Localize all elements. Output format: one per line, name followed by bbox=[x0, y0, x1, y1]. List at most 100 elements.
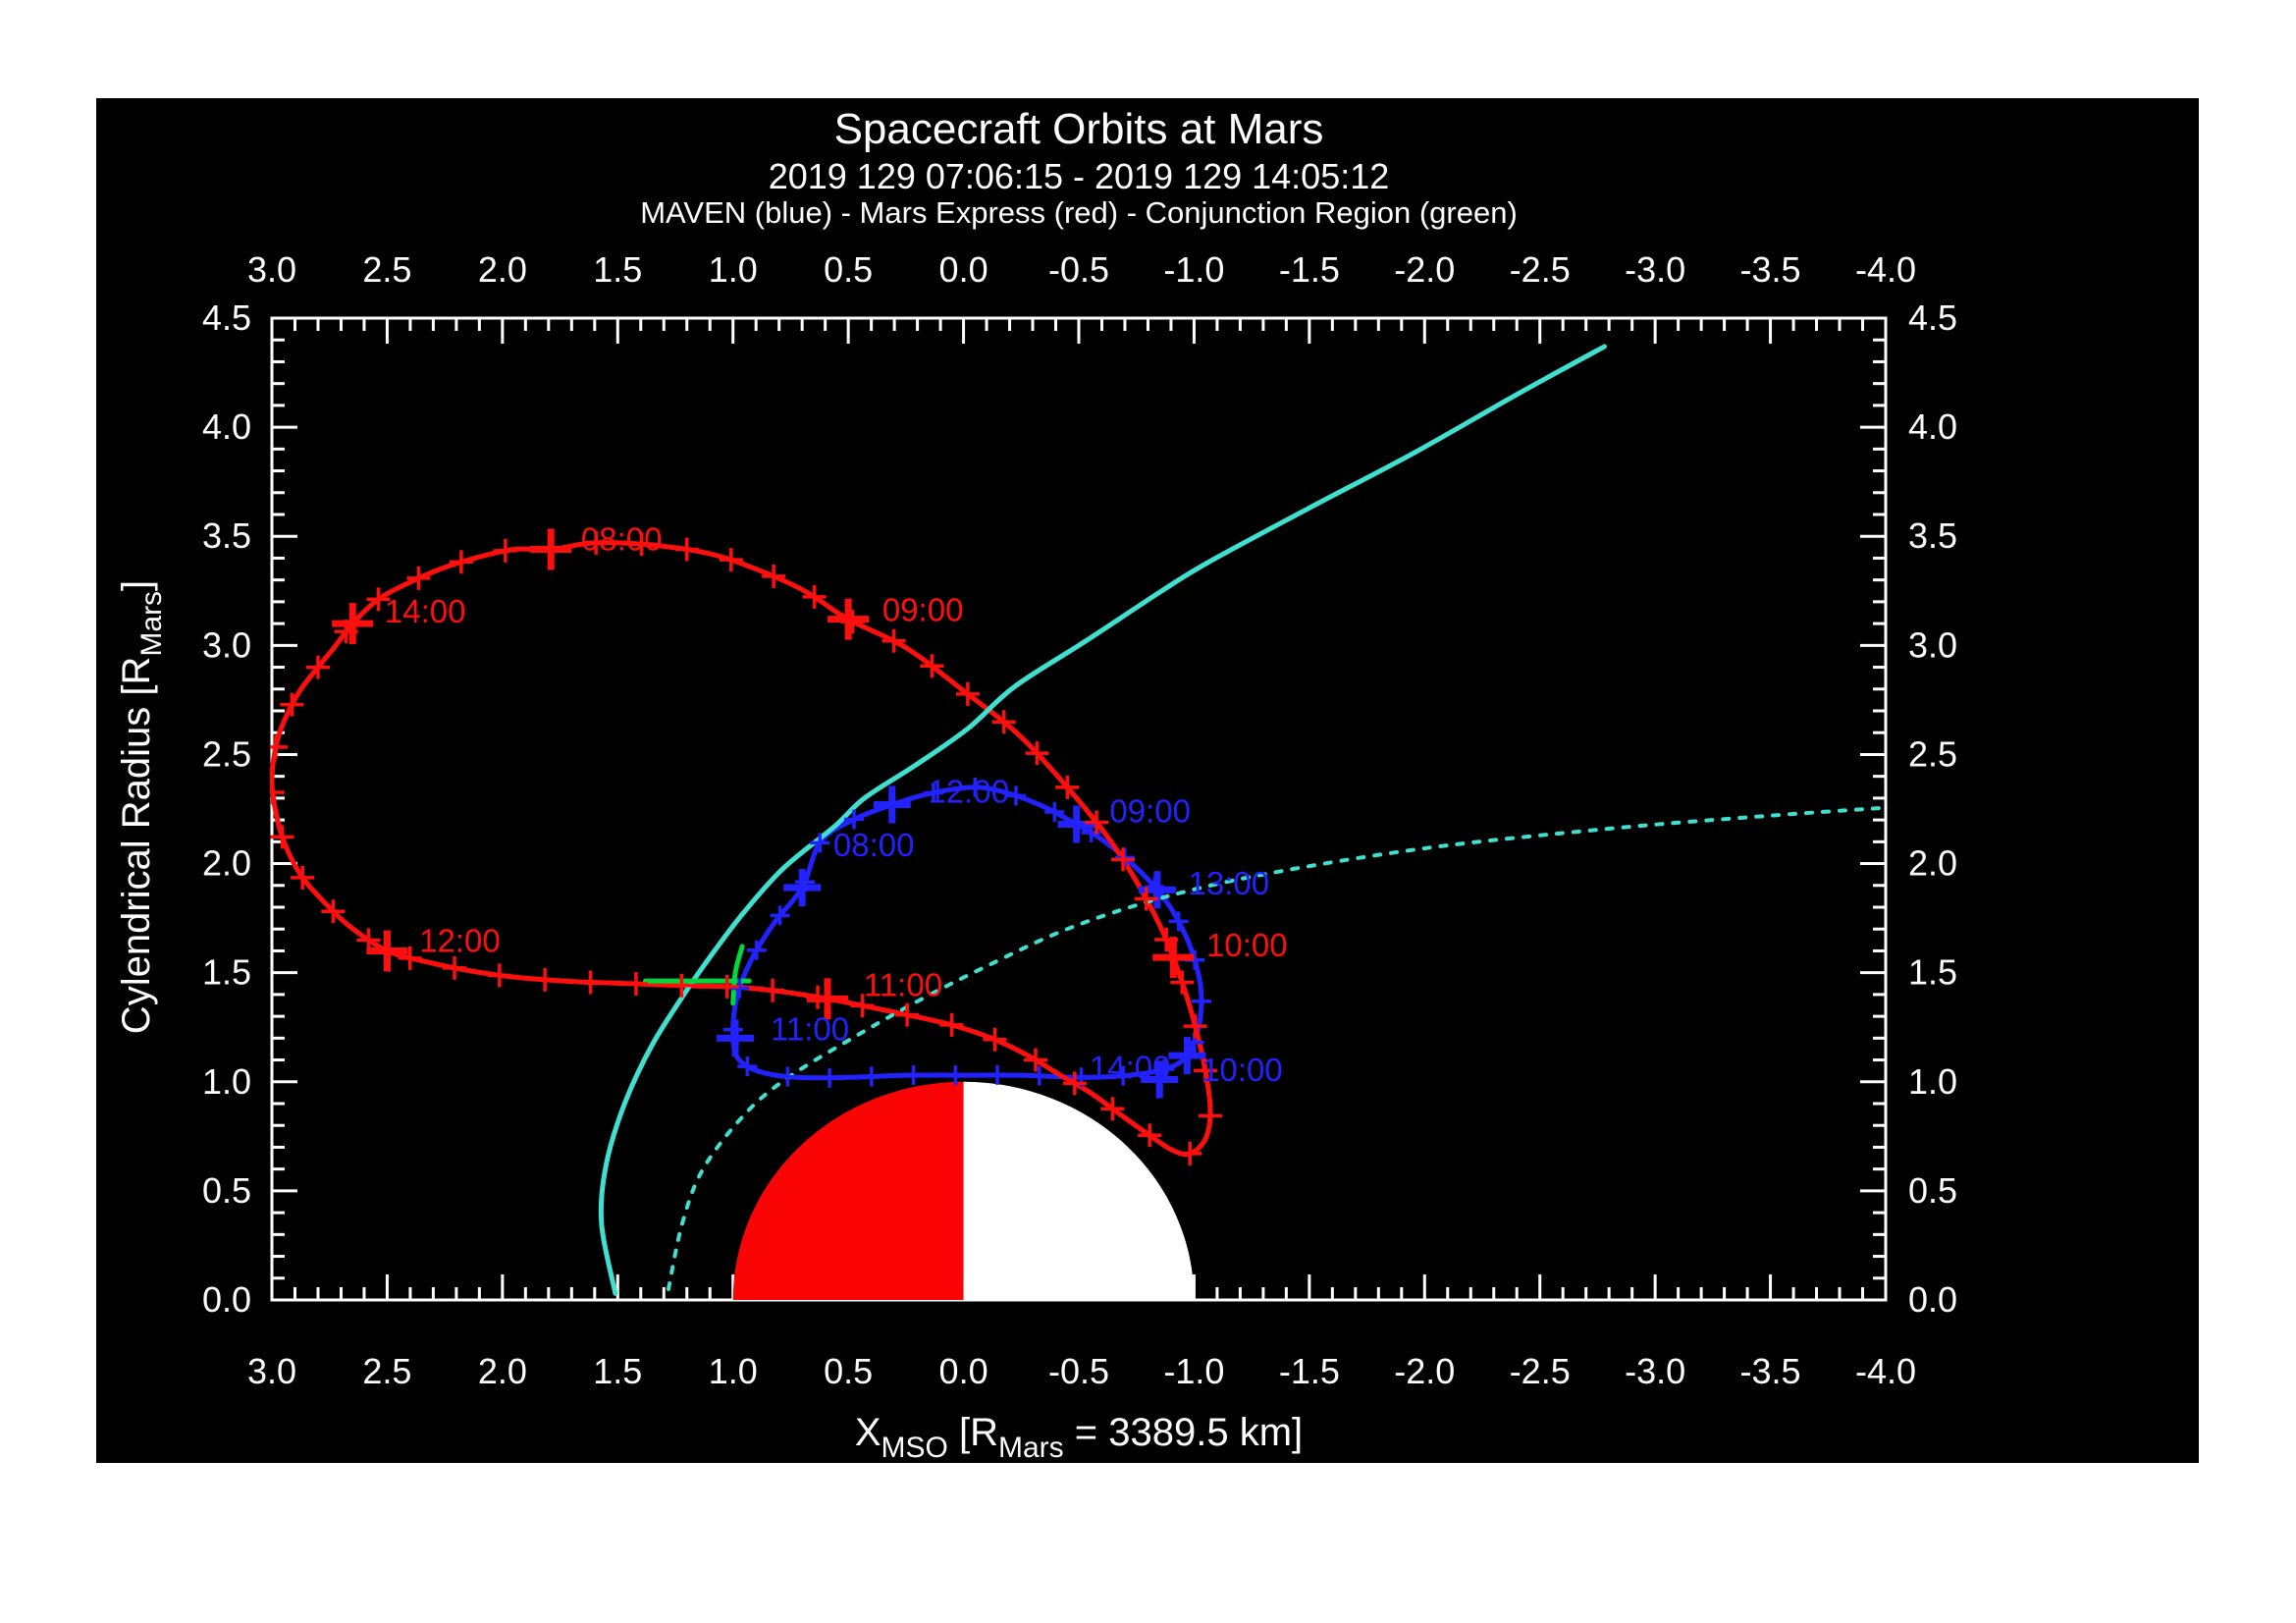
maven-minor-time-tick bbox=[810, 833, 830, 853]
mars-express-minor-time-tick bbox=[939, 1012, 964, 1037]
mars-nightside bbox=[963, 1081, 1195, 1300]
x-axis-tick-label-top: 0.5 bbox=[824, 249, 873, 290]
time-labels-layer: 08:00 09:00 10:00 11:00 12:00 13:00 14:00 08:00… bbox=[385, 521, 1288, 1089]
x-axis-tick-label-top: -1.5 bbox=[1279, 249, 1340, 290]
maven-minor-time-tick bbox=[923, 783, 943, 803]
mars-express-time-label: 09:00 bbox=[882, 592, 964, 628]
maven-minor-time-tick bbox=[861, 1066, 881, 1087]
mars-express-minor-time-tick bbox=[1055, 775, 1080, 799]
maven-hour-tick bbox=[1141, 1060, 1179, 1099]
conjunction-region-curve bbox=[730, 944, 745, 1006]
maven-time-label: 10:00 bbox=[1201, 1052, 1283, 1088]
mars-express-time-label: 14:00 bbox=[385, 593, 466, 629]
mars-express-minor-time-tick bbox=[270, 734, 288, 759]
mars-express-minor-time-tick bbox=[291, 865, 315, 890]
mars-express-minor-time-tick bbox=[761, 978, 785, 1002]
mars-express-minor-time-tick bbox=[674, 537, 699, 562]
y-axis-tick-label-right: 4.0 bbox=[1908, 406, 1957, 447]
axes-layer: 3.0 3.0 2.5 2.5 2.0 2.0 1.5 1.5 1.0 1.0 0.5 0.5 0.0 0… bbox=[202, 249, 1957, 1391]
mars-express-time-label: 11:00 bbox=[864, 966, 942, 1002]
mars-express-minor-time-tick bbox=[270, 825, 294, 849]
mars-express-minor-time-tick bbox=[955, 681, 980, 706]
y-axis-tick-label-left: 0.0 bbox=[202, 1279, 251, 1320]
mars-express-hour-tick bbox=[530, 528, 572, 570]
mars-express-hour-tick bbox=[1152, 937, 1195, 979]
mars-express-minor-time-tick bbox=[406, 566, 431, 590]
x-axis-tick-label-top: -0.5 bbox=[1048, 249, 1109, 290]
y-axis-tick-label-right: 0.0 bbox=[1908, 1279, 1957, 1320]
y-axis-tick-label-left: 2.5 bbox=[202, 733, 251, 774]
x-axis-tick-label-bottom: -3.0 bbox=[1625, 1351, 1685, 1391]
y-axis-tick-label-left: 4.0 bbox=[202, 406, 251, 447]
maven-minor-time-tick bbox=[777, 1066, 798, 1087]
mars-express-minor-time-tick bbox=[1183, 1014, 1207, 1039]
mars-express-minor-time-tick bbox=[920, 654, 944, 678]
x-axis-tick-label-top: -3.5 bbox=[1740, 249, 1801, 290]
mars-dayside bbox=[732, 1081, 964, 1300]
mars-express-time-label: 12:00 bbox=[419, 922, 501, 958]
mars-express-minor-time-tick bbox=[270, 781, 285, 805]
maven-minor-time-tick bbox=[746, 940, 767, 960]
maven-minor-time-tick bbox=[844, 809, 865, 830]
maven-minor-time-tick bbox=[737, 1056, 758, 1077]
y-axis-tick-label-right: 1.5 bbox=[1908, 952, 1957, 993]
maven-minor-time-tick bbox=[988, 1064, 1008, 1085]
y-axis-tick-label-left: 3.5 bbox=[202, 515, 251, 556]
y-axis-tick-label-right: 2.5 bbox=[1908, 733, 1957, 774]
maven-time-label: 11:00 bbox=[771, 1010, 849, 1047]
mars-express-minor-time-tick bbox=[493, 538, 517, 563]
mars-express-minor-time-tick bbox=[1138, 1123, 1162, 1148]
mars-express-minor-time-tick bbox=[983, 1027, 1007, 1052]
mars-disc bbox=[732, 1081, 1195, 1300]
maven-minor-time-tick bbox=[820, 1067, 840, 1088]
maven-minor-time-tick bbox=[1029, 1065, 1049, 1086]
maven-hour-tick bbox=[1057, 805, 1095, 843]
mars-express-hour-tick bbox=[807, 978, 849, 1020]
x-axis-title: XMSO [RMars = 3389.5 km] bbox=[855, 1411, 1303, 1464]
maven-time-label: 09:00 bbox=[1109, 793, 1191, 830]
maven-minor-time-tick bbox=[1114, 847, 1135, 868]
mars-express-minor-time-tick bbox=[1193, 1058, 1217, 1083]
mars-express-minor-time-tick bbox=[584, 530, 609, 555]
maven-hour-tick bbox=[717, 1019, 755, 1057]
x-axis-tick-label-top: 3.0 bbox=[247, 249, 296, 290]
mars-express-minor-time-tick bbox=[1025, 741, 1049, 766]
x-axis-tick-label-bottom: -0.5 bbox=[1048, 1351, 1109, 1391]
y-axis-tick-label-left: 3.0 bbox=[202, 624, 251, 665]
mars-express-minor-time-tick bbox=[1100, 1097, 1125, 1121]
chart-legend-line: MAVEN (blue) - Mars Express (red) - Conj… bbox=[640, 195, 1518, 230]
maven-minor-time-tick bbox=[945, 1065, 966, 1086]
x-axis-tick-label-bottom: -1.0 bbox=[1163, 1351, 1224, 1391]
mars-express-time-label: 08:00 bbox=[581, 521, 663, 558]
mars-express-minor-time-tick bbox=[305, 655, 330, 679]
maven-time-label: 14:00 bbox=[1090, 1050, 1171, 1086]
y-axis-tick-label-left: 1.5 bbox=[202, 952, 251, 993]
mars-express-hour-tick bbox=[366, 930, 408, 972]
x-axis-tick-label-top: 2.0 bbox=[478, 249, 527, 290]
mars-express-minor-time-tick bbox=[1085, 810, 1109, 835]
mars-express-minor-time-tick bbox=[1134, 887, 1158, 911]
maven-hour-tick bbox=[873, 785, 911, 824]
mars-express-hour-tick bbox=[828, 598, 870, 640]
x-axis-tick-label-bottom: 2.5 bbox=[362, 1351, 411, 1391]
maven-time-label: 12:00 bbox=[928, 774, 1009, 810]
x-axis-tick-label-top: 1.0 bbox=[709, 249, 758, 290]
y-axis-tick-label-right: 3.5 bbox=[1908, 515, 1957, 556]
y-axis-tick-label-right: 2.0 bbox=[1908, 843, 1957, 884]
maven-minor-time-tick bbox=[903, 1064, 924, 1085]
x-axis-tick-label-top: 1.5 bbox=[593, 249, 642, 290]
mars-express-minor-time-tick bbox=[669, 973, 694, 998]
maven-hour-tick bbox=[783, 869, 822, 906]
x-axis-tick-label-bottom: -2.0 bbox=[1394, 1351, 1455, 1391]
mars-express-minor-time-tick bbox=[715, 974, 739, 999]
maven-minor-time-tick bbox=[1191, 991, 1211, 1011]
mars-express-minor-time-tick bbox=[1170, 970, 1195, 995]
y-axis-title: Cylendrical Radius [RMars] bbox=[115, 580, 168, 1034]
mars-express-minor-time-tick bbox=[850, 994, 875, 1018]
y-axis-tick-label-left: 4.5 bbox=[202, 298, 251, 338]
maven-minor-time-tick bbox=[1168, 911, 1189, 932]
mars-express-minor-time-tick bbox=[991, 710, 1016, 734]
x-axis-tick-label-bottom: 1.0 bbox=[709, 1351, 758, 1391]
x-axis-tick-label-bottom: 0.0 bbox=[939, 1351, 988, 1391]
